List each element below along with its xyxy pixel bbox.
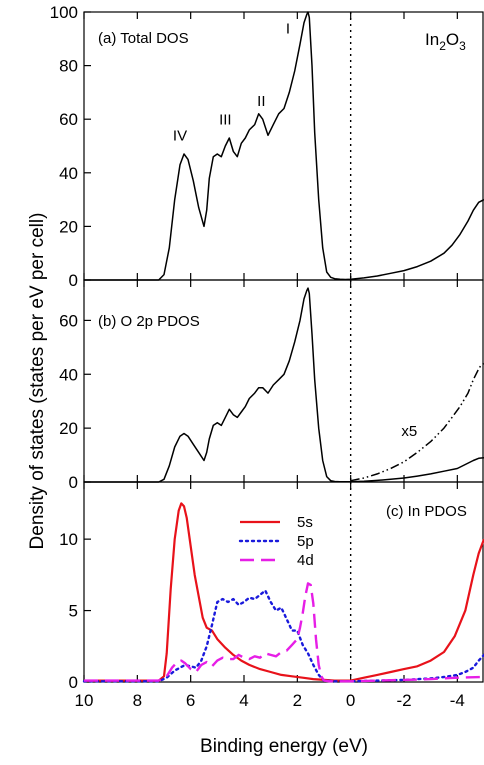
panel-2: 0 5 10 10 8 6 4 2 0 -2 -4 (c) In PDOS 5s 5p 4d — [59, 481, 484, 710]
peak-annotation: x5 — [401, 423, 417, 440]
y-tick-label: 100 — [50, 3, 78, 22]
panel-title: (a) Total DOS — [98, 30, 189, 47]
series-line-curve-0 — [84, 287, 484, 483]
legend-label-5s: 5s — [297, 514, 313, 531]
x-tick-label: 0 — [346, 691, 355, 710]
panel-frame — [83, 481, 484, 683]
y-tick-label: 10 — [59, 530, 78, 549]
x-tick-label: 10 — [75, 691, 94, 710]
compound-label: In2O3 — [425, 30, 466, 53]
compound-sub-3: 3 — [459, 39, 466, 53]
panel-frame — [83, 11, 484, 281]
y-tick-label: 0 — [69, 271, 78, 290]
y-tick-label: 0 — [69, 473, 78, 492]
y-tick-label: 5 — [69, 602, 78, 621]
y-tick-label: 60 — [59, 311, 78, 330]
series-line-5s — [84, 502, 484, 682]
x-tick-label: -4 — [450, 691, 465, 710]
x-tick-label: 6 — [186, 691, 195, 710]
legend-label-5p: 5p — [297, 533, 314, 550]
panel-1: 0 20 40 60 (b) O 2p PDOS x5 — [59, 279, 484, 492]
peak-annotation: IV — [173, 128, 187, 145]
y-tick-label: 20 — [59, 217, 78, 236]
x-tick-label: 4 — [239, 691, 248, 710]
panel-title: (b) O 2p PDOS — [98, 313, 200, 330]
x-tick-label: 8 — [133, 691, 142, 710]
series-line-x5 — [350, 362, 484, 482]
y-tick-label: 0 — [69, 673, 78, 692]
panel-title: (c) In PDOS — [386, 503, 467, 520]
series-line-4d — [84, 582, 484, 683]
legend-label-4d: 4d — [297, 552, 314, 569]
peak-annotation: II — [257, 93, 265, 110]
x-axis-title: Binding energy (eV) — [200, 736, 368, 757]
peak-annotation: III — [219, 112, 232, 129]
x-tick-label: -2 — [396, 691, 411, 710]
y-tick-label: 60 — [59, 110, 78, 129]
compound-in: In — [425, 30, 439, 49]
series-line-5p — [82, 589, 484, 683]
x-tick-label: 2 — [293, 691, 302, 710]
y-tick-label: 20 — [59, 419, 78, 438]
panel-frame — [83, 279, 484, 483]
series-line-curve-0 — [84, 11, 484, 281]
compound-o: O — [446, 30, 459, 49]
y-tick-label: 40 — [59, 164, 78, 183]
compound-sub-2: 2 — [439, 39, 446, 53]
y-tick-label: 40 — [59, 365, 78, 384]
y-axis-title: Density of states (states per eV per cel… — [27, 213, 48, 550]
peak-annotation: I — [286, 20, 290, 37]
y-tick-label: 80 — [59, 57, 78, 76]
